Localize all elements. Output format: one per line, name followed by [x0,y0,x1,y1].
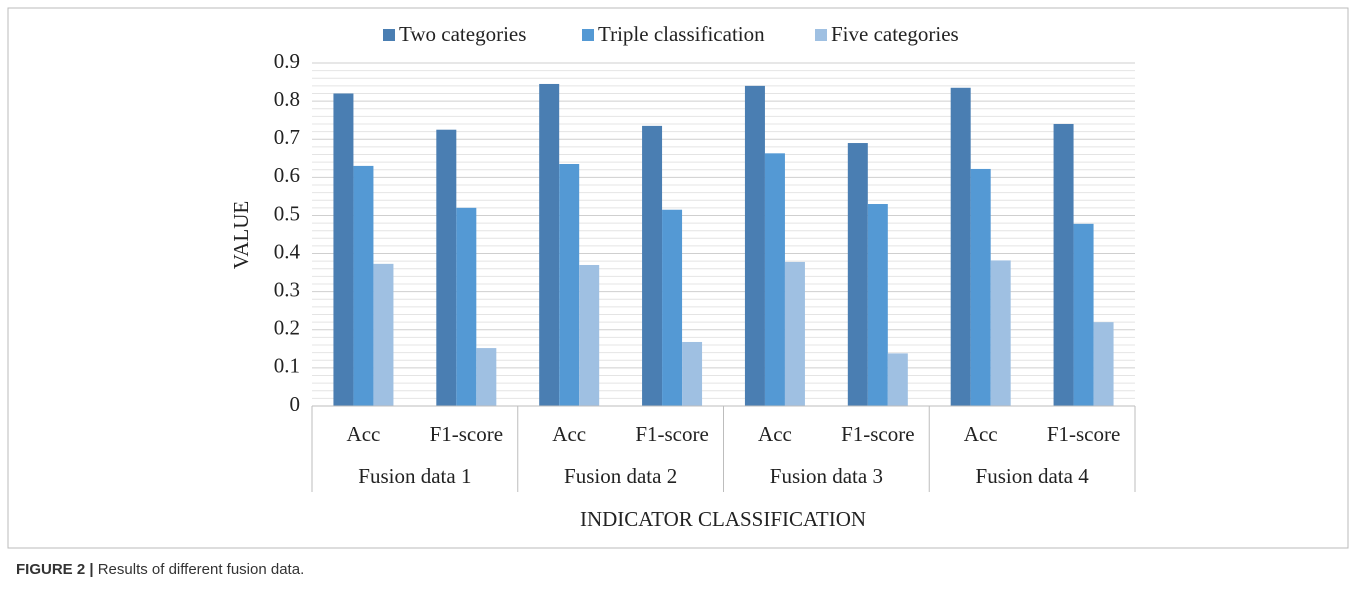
x-tick-label: F1-score [635,422,708,446]
bar [970,168,991,406]
bar [887,353,908,406]
bar [847,143,868,407]
bar [1073,223,1094,406]
bar [744,85,765,406]
bar [867,204,888,406]
group-label: Fusion data 2 [564,464,677,488]
y-tick-label: 0.9 [274,49,300,73]
bar [333,93,354,406]
bar [436,129,457,406]
x-tick-label: Acc [964,422,998,446]
x-axis-title: INDICATOR CLASSIFICATION [580,507,866,531]
bar [1093,322,1114,406]
figure-frame [7,7,1349,549]
bar [950,87,971,407]
x-tick-label: Acc [758,422,792,446]
bar [353,165,374,406]
legend-label: Two categories [399,22,526,46]
bar [764,153,785,406]
y-tick-label: 0.3 [274,277,300,301]
x-tick-label: F1-score [841,422,914,446]
caption-text: Results of different fusion data. [98,561,305,578]
group-label: Fusion data 3 [770,464,883,488]
y-tick-label: 0.1 [274,354,300,378]
y-tick-label: 0.8 [274,87,300,111]
bar [1053,123,1074,406]
bar [456,207,477,406]
y-tick-label: 0.6 [274,163,300,187]
bar [559,163,580,406]
x-tick-label: Acc [552,422,586,446]
legend-swatch [582,29,594,41]
y-tick-label: 0.5 [274,201,300,225]
legend-swatch [815,29,827,41]
bar [642,125,663,406]
y-tick-label: 0.4 [274,239,301,263]
bar [579,264,600,406]
group-label: Fusion data 1 [358,464,471,488]
y-tick-label: 0.2 [274,316,300,340]
bar [784,261,805,406]
bar [476,348,497,406]
legend-swatch [383,29,395,41]
legend-label: Triple classification [598,22,765,46]
bar [539,83,560,406]
y-tick-label: 0.7 [274,125,300,149]
bar [662,209,683,406]
legend-label: Five categories [831,22,959,46]
bar [990,260,1011,406]
x-tick-label: Acc [347,422,381,446]
y-axis-title: VALUE [229,201,253,269]
caption-label: FIGURE 2 | [16,561,94,578]
bar [373,263,394,406]
x-tick-label: F1-score [1047,422,1120,446]
group-label: Fusion data 4 [976,464,1090,488]
x-tick-label: F1-score [430,422,503,446]
bar [682,341,703,406]
caption: FIGURE 2 | Results of different fusion d… [16,561,304,578]
y-tick-label: 0 [290,392,301,416]
